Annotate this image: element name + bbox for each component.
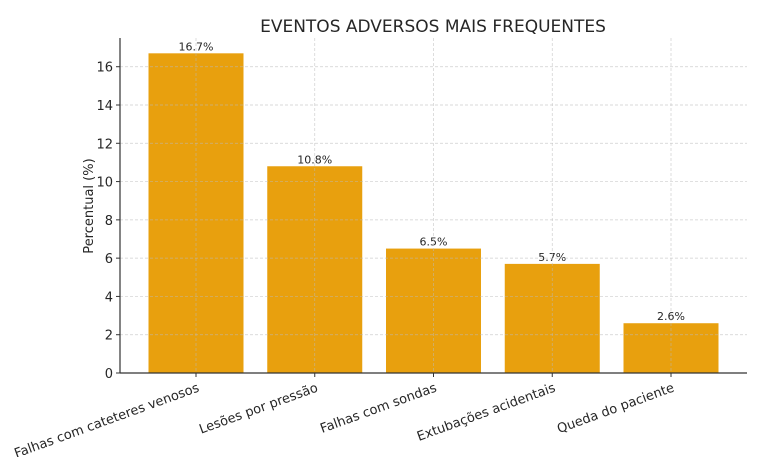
x-tick-label: Queda do paciente: [555, 381, 676, 437]
data-label: 2.6%: [657, 310, 685, 323]
y-tick-label: 12: [96, 137, 113, 152]
chart-title: EVENTOS ADVERSOS MAIS FREQUENTES: [260, 17, 606, 37]
y-tick-label: 10: [96, 176, 113, 191]
data-label: 6.5%: [420, 236, 448, 249]
y-tick-label: 14: [96, 99, 113, 114]
x-tick-label: Lesões por pressão: [197, 381, 320, 438]
x-tick-label: Falhas com cateteres venosos: [12, 381, 201, 457]
y-tick-label: 6: [105, 252, 113, 267]
y-tick-label: 2: [105, 329, 113, 344]
data-label: 5.7%: [538, 251, 566, 264]
y-axis-label: Percentual (%): [82, 158, 97, 253]
y-tick-label: 0: [105, 367, 113, 382]
y-tick-label: 8: [105, 214, 113, 229]
y-tick-label: 4: [105, 290, 113, 305]
data-label: 16.7%: [179, 40, 214, 53]
y-tick-label: 16: [96, 61, 113, 76]
